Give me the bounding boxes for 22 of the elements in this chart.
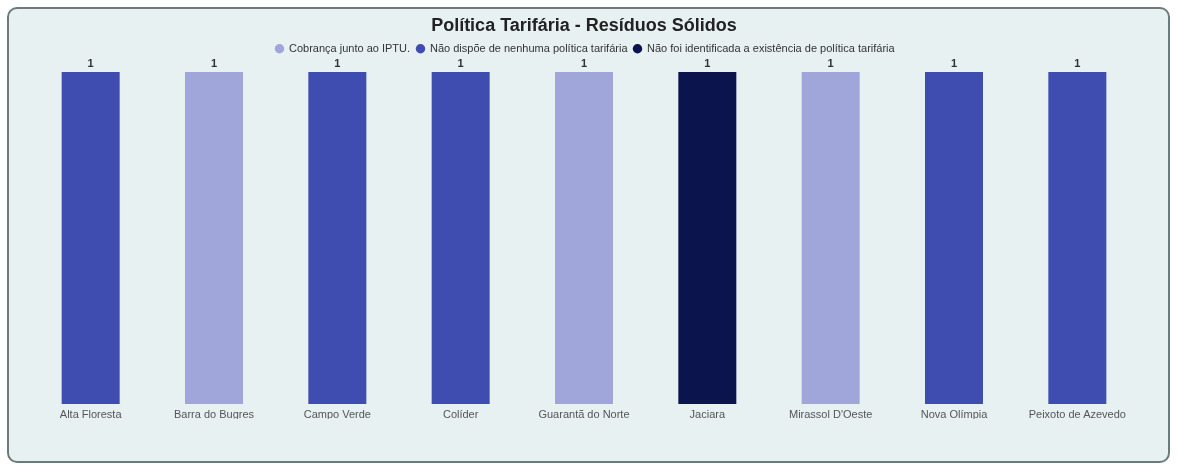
legend-label: Cobrança junto ao IPTU. bbox=[289, 41, 411, 54]
data-label: 1 bbox=[704, 57, 711, 69]
data-label: 1 bbox=[457, 57, 464, 69]
data-label: 1 bbox=[827, 57, 834, 69]
data-label: 1 bbox=[950, 57, 958, 69]
x-tick-label: Alta Floresta bbox=[59, 407, 123, 420]
x-tick-label: Nova Olímpia bbox=[920, 407, 989, 420]
x-tick-label: Peixoto de Azevedo bbox=[1028, 407, 1126, 420]
x-tick-label: Colíder bbox=[442, 407, 479, 420]
data-label: 1 bbox=[87, 57, 94, 69]
data-label: 1 bbox=[210, 57, 218, 69]
data-label: 1 bbox=[1074, 57, 1081, 69]
x-tick-label: Jaciara bbox=[689, 407, 726, 420]
chart-title: Política Tarifária - Resíduos Sólidos bbox=[431, 15, 737, 35]
data-label: 1 bbox=[334, 57, 341, 69]
x-tick-label: Guarantã do Norte bbox=[538, 407, 630, 420]
legend-label: Não dispõe de nenhuma política tarifária bbox=[430, 41, 629, 54]
x-tick-label: Campo Verde bbox=[303, 407, 371, 420]
x-tick-label: Barra do Bugres bbox=[173, 407, 255, 420]
data-label: 1 bbox=[580, 57, 588, 69]
x-tick-label: Mirassol D'Oeste bbox=[788, 407, 873, 420]
legend-label: Não foi identificada a existência de política tarifária bbox=[647, 41, 896, 54]
